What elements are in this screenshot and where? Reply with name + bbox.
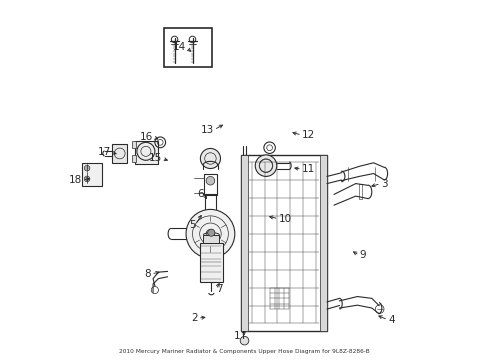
Text: 11: 11: [301, 164, 314, 174]
Text: 3: 3: [380, 179, 386, 189]
Circle shape: [84, 176, 90, 182]
Bar: [319, 155, 326, 330]
Text: 14: 14: [172, 42, 185, 52]
Text: 18: 18: [69, 175, 82, 185]
Circle shape: [206, 176, 214, 185]
Text: 9: 9: [359, 250, 365, 260]
Text: 8: 8: [144, 269, 151, 279]
Text: 6: 6: [197, 189, 203, 199]
Circle shape: [207, 229, 214, 236]
Text: 2010 Mercury Mariner Radiator & Components Upper Hose Diagram for 9L8Z-8286-B: 2010 Mercury Mariner Radiator & Componen…: [119, 349, 369, 354]
Circle shape: [206, 229, 214, 238]
Circle shape: [200, 148, 220, 168]
Bar: [203, 174, 217, 195]
Bar: [203, 235, 219, 243]
Text: 16: 16: [140, 132, 153, 142]
Text: 13: 13: [201, 125, 214, 135]
Text: 17: 17: [97, 147, 110, 157]
Circle shape: [240, 336, 248, 345]
Polygon shape: [82, 163, 102, 186]
Circle shape: [255, 155, 276, 176]
Bar: [241, 155, 247, 330]
Bar: [163, 28, 212, 67]
Text: 2: 2: [191, 313, 198, 323]
Bar: [241, 155, 326, 330]
Text: 5: 5: [188, 220, 195, 230]
Bar: [131, 155, 136, 162]
Circle shape: [185, 210, 234, 258]
Text: 1: 1: [234, 331, 241, 341]
Polygon shape: [135, 140, 158, 164]
Bar: [359, 184, 362, 199]
Text: 12: 12: [301, 130, 314, 140]
Text: 7: 7: [215, 284, 222, 294]
Circle shape: [84, 165, 90, 171]
Bar: [131, 140, 136, 148]
Text: 15: 15: [148, 153, 162, 163]
Text: 4: 4: [387, 315, 394, 325]
Bar: [199, 243, 223, 282]
Bar: [112, 144, 126, 163]
Text: 10: 10: [278, 214, 291, 224]
